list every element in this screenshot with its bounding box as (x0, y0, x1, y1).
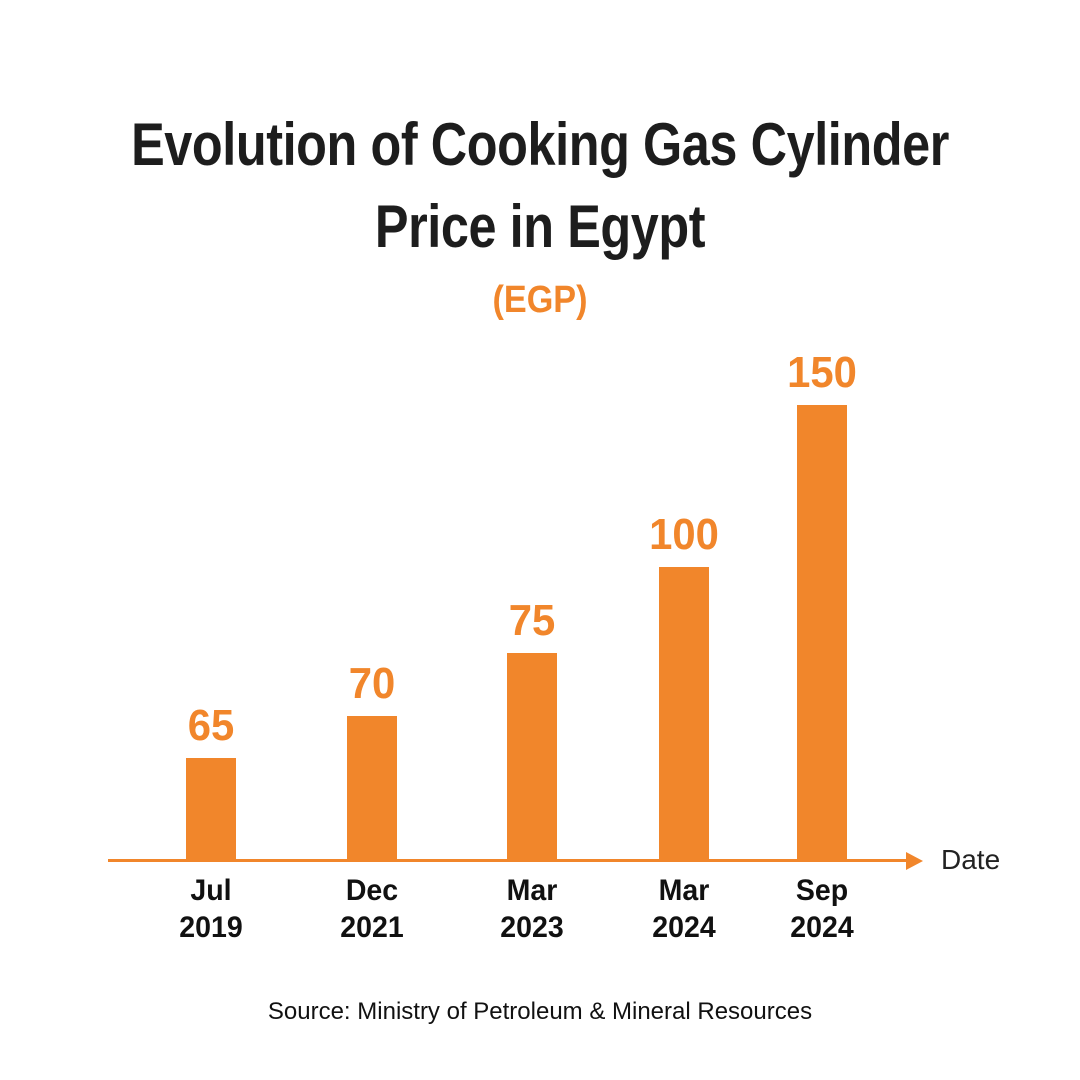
bar-value-label: 65 (187, 701, 235, 750)
x-axis-arrow-icon (906, 851, 923, 870)
x-tick-line: 2023 (500, 911, 564, 944)
bar-jul-2019 (186, 758, 236, 861)
x-tick-line: 2024 (652, 911, 716, 944)
bar-value-label: 75 (508, 596, 556, 645)
bar-value-label: 100 (649, 510, 719, 559)
chart-subtitle-unit: (EGP) (492, 279, 588, 321)
chart-title-line2: Price in Egypt (374, 193, 706, 260)
x-tick-line: Sep (795, 874, 849, 907)
x-tick-line: Dec (345, 874, 399, 907)
bar-value-label: 70 (348, 659, 396, 708)
x-tick-label: Mar 2023 (456, 872, 608, 946)
x-tick-line: 2019 (179, 911, 243, 944)
x-tick-line: 2024 (790, 911, 854, 944)
bar-sep-2024 (797, 405, 847, 861)
x-tick-line: 2021 (340, 911, 404, 944)
bar-mar-2023 (507, 653, 557, 861)
x-axis-label: Date (941, 844, 1001, 875)
bar-value-label: 150 (787, 348, 857, 397)
bar-mar-2024 (659, 567, 709, 861)
bar-dec-2021 (347, 716, 397, 861)
chart-title-line1: Evolution of Cooking Gas Cylinder (131, 111, 949, 178)
x-tick-label: Sep 2024 (746, 872, 898, 946)
x-tick-line: Jul (190, 874, 232, 907)
x-tick-label: Jul 2019 (135, 872, 287, 946)
x-tick-label: Dec 2021 (296, 872, 448, 946)
chart-title: Evolution of Cooking Gas Cylinder Price … (0, 104, 1080, 268)
source-credit: Source: Ministry of Petroleum & Mineral … (267, 998, 813, 1025)
x-tick-line: Mar (658, 874, 710, 907)
x-tick-line: Mar (506, 874, 558, 907)
x-tick-label: Mar 2024 (608, 872, 760, 946)
